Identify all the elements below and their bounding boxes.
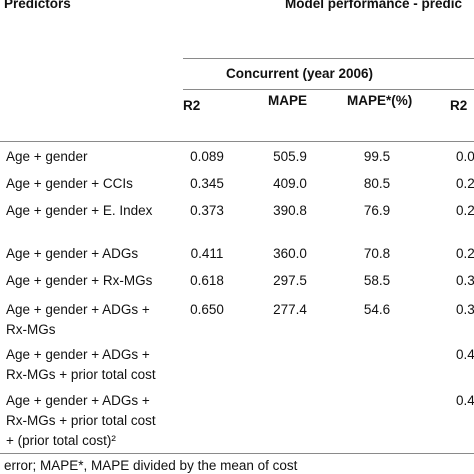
row-mape: 409.0 (273, 176, 307, 191)
row-r2: 0.618 (190, 273, 224, 288)
row-r2: 0.373 (190, 203, 224, 218)
row-label: Age + gender + Rx-MGs (6, 273, 153, 288)
row-mape: 390.8 (273, 203, 307, 218)
row-r2: 0.411 (190, 246, 224, 261)
row-r2-next: 0.3 (456, 273, 474, 288)
row-r2-next: 0.2 (456, 246, 474, 261)
col-r2-header: R2 (183, 98, 201, 113)
row-mape: 505.9 (273, 149, 307, 164)
row-r2-next: 0.4 (456, 393, 474, 408)
header-rule-mid (183, 89, 474, 90)
row-label: Age + gender + ADGs + Rx-MGs (6, 302, 150, 337)
model-performance-header: Model performance - predic (285, 0, 463, 11)
row-r2: 0.089 (190, 149, 224, 164)
row-mape-pct: 76.9 (363, 203, 391, 218)
col-r2-next-header: R2 (450, 98, 468, 113)
row-r2-next: 0.2 (456, 203, 474, 218)
table-bottom-rule (0, 453, 474, 454)
row-r2-next: 0.3 (456, 302, 474, 317)
row-label: Age + gender + ADGs + Rx-MGs + prior tot… (6, 347, 156, 382)
row-mape: 297.5 (273, 273, 307, 288)
predictors-header: Predictors (4, 0, 71, 11)
row-r2: 0.650 (190, 302, 224, 317)
table-header-rule (0, 141, 474, 142)
concurrent-header: Concurrent (year 2006) (226, 66, 374, 81)
row-mape-pct: 54.6 (363, 302, 391, 317)
row-mape-pct: 70.8 (363, 246, 391, 261)
row-mape: 277.4 (273, 302, 307, 317)
row-label: Age + gender + E. Index (6, 203, 153, 218)
row-label: Age + gender (6, 149, 88, 164)
col-mape-pct-header: MAPE*(%) (347, 93, 413, 108)
footnote: error; MAPE*, MAPE divided by the mean o… (4, 458, 298, 473)
row-r2-next: 0.0 (456, 149, 474, 164)
row-mape-pct: 99.5 (363, 149, 391, 164)
row-r2-next: 0.2 (456, 176, 474, 191)
row-mape-pct: 80.5 (363, 176, 391, 191)
row-r2: 0.345 (190, 176, 224, 191)
row-label: Age + gender + CCIs (6, 176, 133, 191)
header-rule-top (183, 58, 474, 59)
row-mape: 360.0 (273, 246, 307, 261)
row-mape-pct: 58.5 (363, 273, 391, 288)
row-label: Age + gender + ADGs (6, 246, 139, 261)
row-r2-next: 0.4 (456, 347, 474, 362)
row-label: Age + gender + ADGs + Rx-MGs + prior tot… (6, 393, 156, 448)
col-mape-header: MAPE (268, 93, 308, 108)
